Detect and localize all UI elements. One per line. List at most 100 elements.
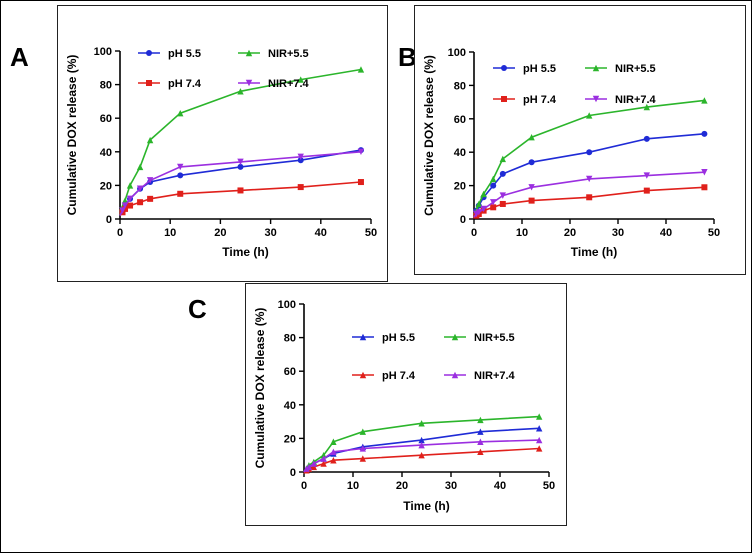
data-point-ph-7-4 [297, 184, 304, 191]
data-point-nir-7-4 [490, 199, 497, 206]
data-point-nir-7-4 [320, 455, 327, 462]
x-axis-label: Time (h) [571, 245, 617, 259]
legend-marker [501, 65, 507, 71]
data-point-ph-5-5 [586, 149, 593, 156]
data-point-nir-5-5 [359, 428, 366, 435]
y-tick-label: 0 [460, 214, 466, 226]
x-tick-label: 10 [347, 480, 359, 492]
legend-label: pH 7.4 [523, 94, 557, 106]
data-point-ph-7-4 [643, 187, 650, 194]
y-tick-label: 0 [290, 467, 296, 479]
legend-item-ph-5-5: pH 5.5 [138, 48, 201, 60]
data-point-nir-7-4 [536, 436, 543, 444]
x-tick-label: 40 [494, 480, 506, 492]
data-point-ph-7-4 [477, 448, 484, 456]
data-point-ph-7-4 [586, 194, 593, 201]
legend-marker [592, 95, 600, 103]
data-point-ph-7-4 [701, 184, 708, 191]
chart-a: 0 10 20 30 40 50 0 20 40 60 80 100 Time (h) Cumulativ… [65, 46, 377, 259]
data-point-nir-7-4 [475, 209, 482, 216]
data-point-nir-7-4 [310, 460, 317, 467]
x-tick-label: 40 [660, 227, 672, 239]
x-tick-label: 20 [564, 227, 576, 239]
data-point-ph-7-4 [122, 205, 129, 212]
x-tick-label: 30 [445, 480, 457, 492]
x-tick-label: 0 [471, 227, 477, 239]
x-tick-label: 50 [708, 227, 720, 239]
data-point-ph-5-5 [477, 428, 484, 435]
y-axis-label: Cumulative DOX release (%) [65, 55, 79, 216]
data-point-nir-5-5 [177, 109, 184, 117]
data-point-nir-5-5 [136, 163, 144, 171]
legend-marker [592, 64, 600, 72]
data-point-nir-7-4 [237, 158, 244, 166]
legend-item-ph-7-4: pH 7.4 [493, 94, 557, 106]
y-tick-label: 80 [100, 80, 112, 92]
data-point-ph-5-5 [536, 425, 543, 432]
x-tick-label: 10 [164, 227, 176, 239]
data-point-nir-5-5 [480, 190, 487, 198]
y-tick-label: 60 [454, 114, 466, 126]
legend-label: pH 7.4 [382, 370, 416, 382]
legend-label: pH 5.5 [382, 332, 415, 344]
panel-label-b: B [398, 42, 417, 72]
data-point-nir-7-4 [136, 185, 144, 192]
y-tick-label: 100 [278, 299, 296, 311]
data-point-nir-5-5 [586, 112, 593, 119]
y-tick-label: 20 [284, 433, 296, 445]
data-point-nir-5-5 [126, 182, 134, 189]
data-point-ph-7-4 [320, 460, 327, 467]
legend-item-ph-7-4: pH 7.4 [138, 78, 202, 90]
y-tick-label: 100 [448, 47, 466, 59]
x-tick-label: 0 [301, 480, 307, 492]
data-point-ph-5-5 [177, 172, 184, 179]
data-point-ph-7-4 [528, 197, 535, 204]
series-nir-5-5 [473, 97, 708, 217]
x-axis-label: Time (h) [222, 245, 268, 259]
data-point-ph-7-4 [330, 457, 337, 464]
y-axis-label: Cumulative DOX release (%) [422, 55, 436, 216]
legend-marker [359, 371, 367, 379]
data-point-ph-5-5 [418, 436, 425, 444]
legend-marker [451, 333, 459, 341]
y-tick-label: 60 [284, 366, 296, 378]
series-ph-7-4 [119, 179, 364, 217]
data-point-ph-7-4 [499, 200, 506, 207]
legend-marker [359, 333, 367, 341]
data-point-nir-5-5 [477, 416, 484, 424]
data-point-nir-5-5 [475, 200, 482, 208]
x-tick-label: 20 [214, 227, 226, 239]
y-tick-label: 40 [454, 147, 466, 159]
legend-label: NIR+5.5 [474, 332, 515, 344]
x-tick-label: 0 [117, 227, 123, 239]
legend-item-nir-7-4: NIR+7.4 [585, 94, 657, 106]
x-axis-label: Time (h) [403, 499, 449, 513]
data-point-nir-7-4 [330, 448, 337, 456]
legend-marker [245, 49, 253, 57]
data-point-ph-5-5 [490, 182, 497, 189]
series-ph-5-5 [303, 425, 543, 473]
data-point-ph-7-4 [359, 455, 366, 462]
data-point-ph-7-4 [237, 187, 244, 194]
legend-label: NIR+5.5 [268, 48, 309, 60]
data-point-nir-7-4 [528, 184, 535, 191]
legend-label: pH 5.5 [168, 48, 201, 60]
data-point-nir-5-5 [237, 88, 244, 95]
data-point-ph-5-5 [297, 157, 304, 164]
legend-item-nir-7-4: NIR+7.4 [238, 78, 310, 90]
data-point-nir-7-4 [146, 177, 154, 184]
data-point-ph-7-4 [137, 199, 144, 206]
data-point-ph-7-4 [536, 445, 543, 452]
data-point-ph-5-5 [528, 159, 535, 166]
data-point-nir-5-5 [643, 103, 650, 111]
data-point-ph-7-4 [147, 195, 154, 202]
data-point-nir-5-5 [330, 438, 337, 445]
data-point-ph-7-4 [127, 202, 134, 209]
series-ph-7-4 [473, 184, 708, 219]
series-line-ph-7-4 [473, 186, 705, 218]
data-point-ph-7-4 [177, 190, 184, 197]
data-point-ph-7-4 [310, 463, 317, 471]
data-point-ph-5-5 [701, 130, 708, 137]
legend-marker [245, 79, 253, 87]
data-point-nir-5-5 [701, 97, 708, 104]
